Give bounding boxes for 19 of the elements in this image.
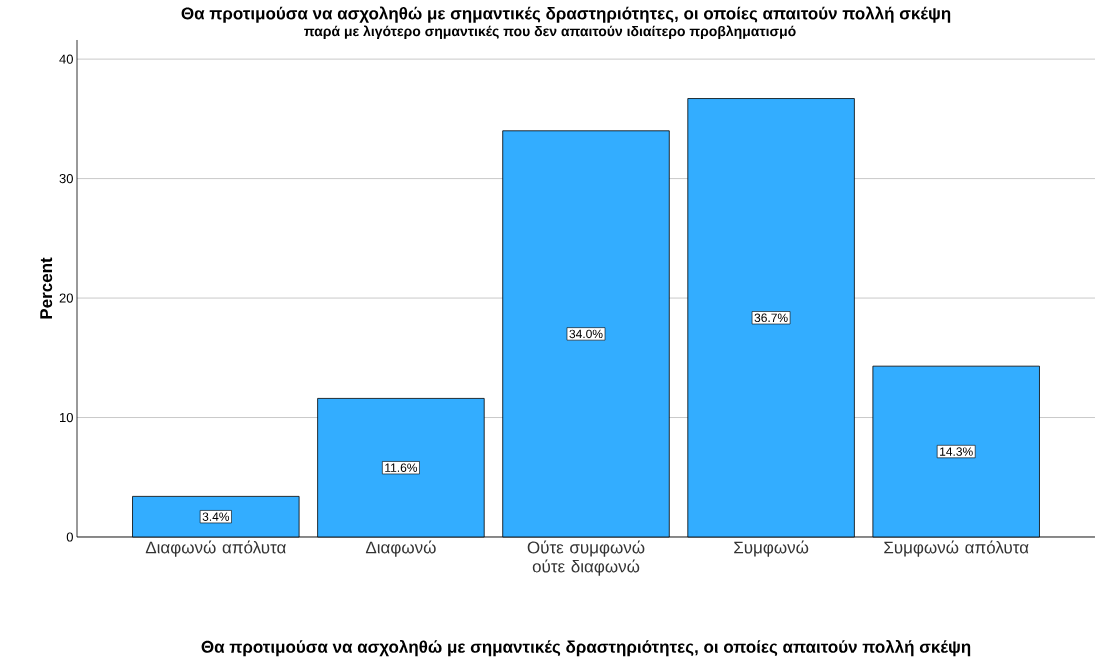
x-tick-label: Διαφωνώ: [365, 540, 436, 558]
x-tick-label: Ούτε συμφωνώ ούτε διαφωνώ: [527, 540, 645, 577]
y-tick-label: 20: [59, 293, 73, 303]
data-label: 3.4%: [202, 512, 230, 522]
chart-subtitle: παρά με λιγότερο σημαντικές που δεν απαιτούν ιδιαίτερο προβληματισμό: [304, 25, 796, 40]
data-label: 14.3%: [940, 447, 973, 457]
chart-title: Θα προτιμούσα να ασχοληθώ με σημαντικές δραστηριότητες, οι οποίες απαιτούν πολλή σκέψη: [181, 6, 951, 24]
data-label: 36.7%: [754, 313, 788, 323]
y-tick-label: 30: [59, 174, 73, 184]
data-label: 11.6%: [385, 463, 418, 473]
y-tick-label: 0: [66, 532, 73, 542]
x-tick-label: Συμφωνώ απόλυτα: [884, 540, 1029, 558]
x-tick-label: Διαφωνώ απόλυτα: [145, 540, 286, 558]
x-axis-title: Θα προτιμούσα να ασχοληθώ με σημαντικές δραστηριότητες, οι οποίες απαιτούν πολλή σκέψη: [201, 640, 971, 657]
y-tick-label: 40: [59, 54, 73, 64]
y-tick-label: 10: [60, 413, 73, 423]
x-tick-label: Συμφωνώ: [734, 540, 809, 558]
data-label: 34.0%: [569, 329, 603, 339]
y-axis-title: Percent: [40, 257, 53, 319]
